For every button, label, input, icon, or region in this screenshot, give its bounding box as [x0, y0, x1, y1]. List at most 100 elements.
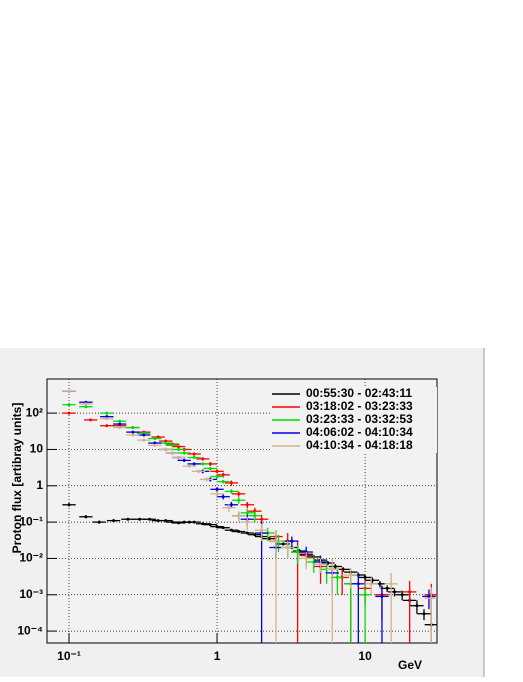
point	[153, 443, 157, 447]
x-axis-label: GeV	[398, 658, 422, 672]
point	[400, 593, 404, 597]
point	[215, 492, 219, 496]
y-tick-label: 1	[36, 478, 43, 492]
point	[84, 515, 88, 519]
point	[192, 462, 196, 466]
point	[126, 517, 130, 521]
legend-label: 03:23:33 - 03:32:53	[306, 412, 413, 426]
point	[118, 419, 122, 423]
point	[142, 438, 146, 442]
point	[192, 456, 196, 460]
point	[237, 492, 241, 496]
point	[429, 596, 433, 600]
point	[296, 550, 300, 554]
point	[393, 590, 397, 594]
point	[164, 447, 168, 451]
point	[131, 426, 135, 430]
point	[170, 451, 174, 455]
point	[197, 469, 201, 473]
point	[153, 441, 157, 445]
point	[349, 573, 353, 577]
x-tick-label: 10⁻¹	[57, 649, 81, 663]
point	[290, 539, 294, 543]
y-axis-label: Proton flux [artibray units]	[10, 403, 24, 554]
point	[156, 435, 160, 439]
data-layer	[62, 389, 437, 643]
point	[67, 411, 71, 415]
point	[67, 389, 71, 393]
point	[138, 517, 142, 521]
point	[215, 487, 219, 491]
point	[182, 458, 186, 462]
point	[84, 405, 88, 409]
point	[245, 511, 249, 515]
point	[105, 417, 109, 421]
point	[245, 503, 249, 507]
point	[427, 594, 431, 598]
point	[245, 520, 249, 524]
point	[221, 473, 225, 477]
y-tick-label: 10	[30, 442, 44, 456]
point	[237, 498, 241, 502]
point	[253, 533, 257, 537]
point	[363, 575, 367, 579]
point	[260, 517, 264, 521]
plot-frame	[46, 378, 438, 644]
point	[380, 594, 384, 598]
point	[260, 528, 264, 532]
point	[245, 531, 249, 535]
x-tick-label: 10	[358, 649, 372, 663]
point	[105, 411, 109, 415]
point	[389, 582, 393, 586]
point	[142, 433, 146, 437]
y-tick-label: 10⁻²	[19, 551, 43, 565]
point	[330, 567, 334, 571]
point	[227, 506, 231, 510]
point	[187, 464, 191, 468]
point	[201, 522, 205, 526]
point	[148, 517, 152, 521]
point	[131, 433, 135, 437]
point	[84, 402, 88, 406]
point	[385, 586, 389, 590]
point	[156, 519, 160, 523]
point	[229, 489, 233, 493]
point	[153, 437, 157, 441]
point	[215, 469, 219, 473]
x-tick-label: 1	[214, 649, 221, 663]
point	[237, 514, 241, 518]
point	[312, 560, 316, 564]
point	[164, 441, 168, 445]
point	[177, 447, 181, 451]
y-tick-label: 10²	[26, 405, 43, 419]
point	[208, 466, 212, 470]
point	[335, 575, 339, 579]
y-tick-label: 10⁻⁴	[17, 623, 43, 637]
point	[97, 520, 101, 524]
point	[208, 523, 212, 527]
point	[378, 582, 382, 586]
legend-label: 04:06:02 - 04:10:34	[306, 425, 413, 439]
point	[192, 452, 196, 456]
point	[105, 415, 109, 419]
point	[274, 539, 278, 543]
point	[201, 462, 205, 466]
point	[267, 537, 271, 541]
point	[112, 519, 116, 523]
legend-label: 00:55:30 - 02:43:11	[306, 386, 412, 400]
point	[304, 556, 308, 560]
point	[281, 542, 285, 546]
point	[118, 422, 122, 426]
point	[221, 495, 225, 499]
point	[229, 481, 233, 485]
legend-label: 04:10:34 - 04:18:18	[306, 438, 413, 452]
point	[118, 426, 122, 430]
point	[319, 562, 323, 566]
point	[237, 530, 241, 534]
point	[221, 526, 225, 530]
point	[422, 612, 426, 616]
point	[208, 462, 212, 466]
point	[177, 456, 181, 460]
